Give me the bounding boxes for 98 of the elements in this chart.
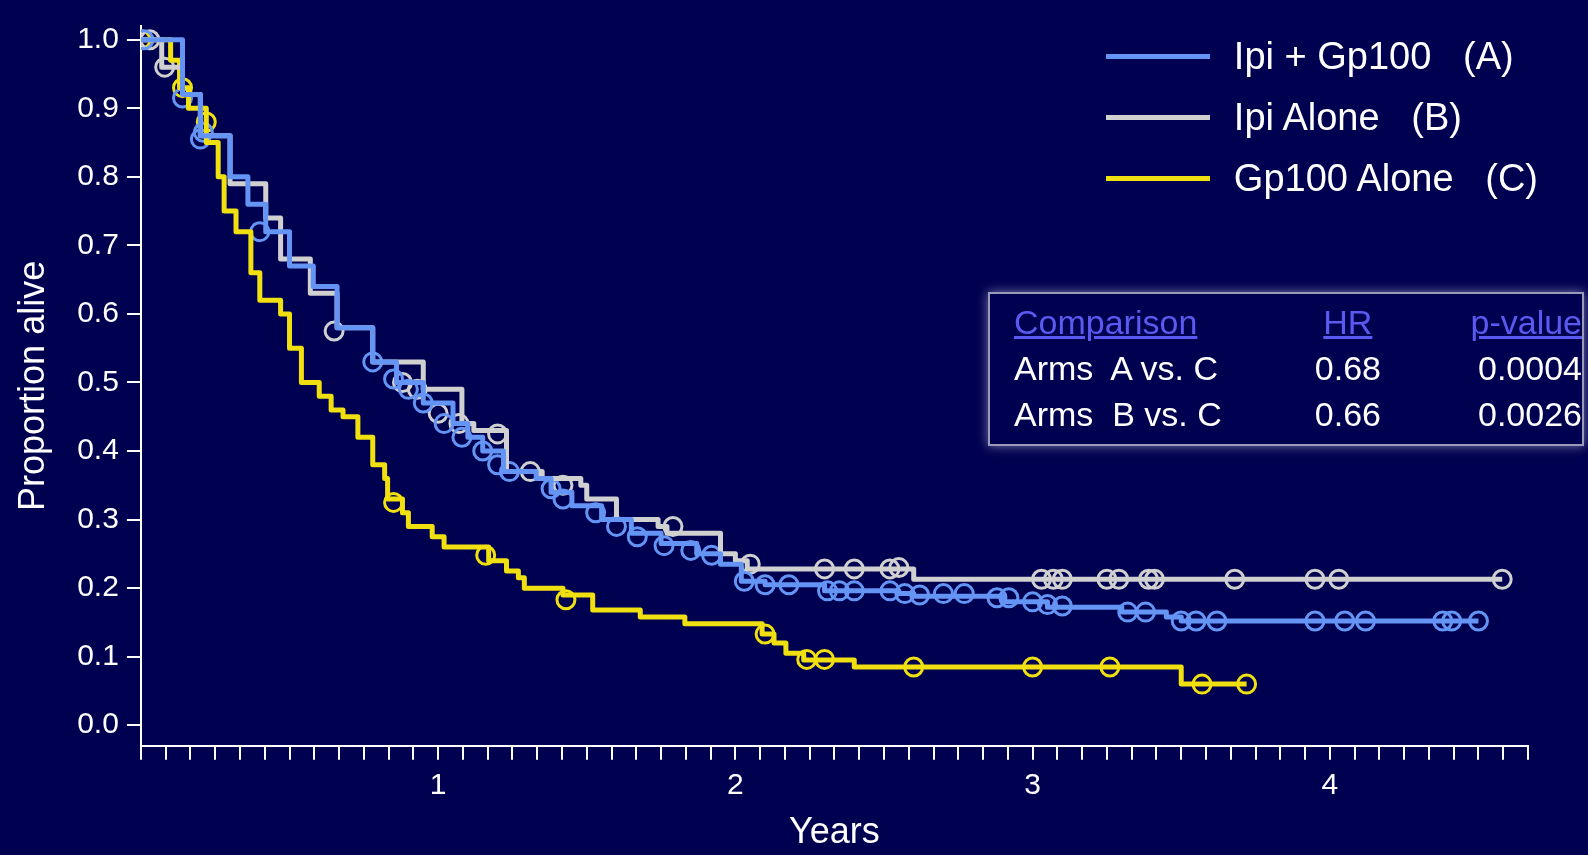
annotation: Arms B vs. C bbox=[1014, 394, 1223, 435]
x-axis-title: Years bbox=[789, 810, 880, 852]
y-tick-label: 1.0 bbox=[77, 20, 119, 54]
point bbox=[1328, 568, 1350, 590]
point bbox=[1334, 610, 1356, 632]
point bbox=[1432, 610, 1454, 632]
point bbox=[626, 526, 648, 548]
y-axis-title: Proportion alive bbox=[10, 260, 52, 511]
point bbox=[1022, 656, 1044, 678]
y-tick-label: 0.5 bbox=[77, 363, 119, 397]
point bbox=[817, 580, 839, 602]
point bbox=[754, 574, 776, 596]
point bbox=[585, 502, 607, 524]
point bbox=[1304, 610, 1326, 632]
point bbox=[1031, 568, 1053, 590]
point bbox=[1191, 673, 1213, 695]
point bbox=[451, 426, 473, 448]
point bbox=[383, 368, 405, 390]
point bbox=[397, 378, 419, 400]
x-tick-label: 3 bbox=[1024, 767, 1041, 801]
point bbox=[888, 557, 910, 579]
point bbox=[894, 583, 916, 605]
y-tick-label: 0.6 bbox=[77, 295, 119, 329]
point bbox=[843, 580, 865, 602]
point bbox=[843, 558, 865, 580]
point bbox=[879, 580, 901, 602]
point bbox=[1108, 568, 1130, 590]
point bbox=[605, 515, 627, 537]
point bbox=[1135, 601, 1157, 623]
y-tick-label: 0.8 bbox=[77, 158, 119, 192]
point bbox=[555, 589, 577, 611]
y-tick-label: 0.0 bbox=[77, 706, 119, 740]
point bbox=[1467, 610, 1489, 632]
point bbox=[1036, 594, 1058, 616]
point bbox=[778, 574, 800, 596]
annotation: 0.0004 bbox=[1477, 348, 1582, 389]
point bbox=[475, 544, 497, 566]
point bbox=[1022, 591, 1044, 613]
y-tick-label: 0.7 bbox=[77, 226, 119, 260]
point bbox=[754, 623, 776, 645]
point bbox=[653, 535, 675, 557]
point bbox=[733, 570, 755, 592]
point bbox=[1051, 568, 1073, 590]
y-tick-label: 0.1 bbox=[77, 637, 119, 671]
point bbox=[662, 515, 684, 537]
point bbox=[1206, 610, 1228, 632]
point bbox=[1170, 610, 1192, 632]
point bbox=[879, 558, 901, 580]
y-tick-label: 0.2 bbox=[77, 569, 119, 603]
point bbox=[1138, 568, 1160, 590]
point bbox=[986, 587, 1008, 609]
point bbox=[472, 440, 494, 462]
point bbox=[1441, 610, 1463, 632]
y-tick-label: 0.4 bbox=[77, 432, 119, 466]
y-tick-label: 0.3 bbox=[77, 500, 119, 534]
legend-label: Ipi Alone (B) bbox=[1233, 96, 1462, 139]
x-tick-label: 4 bbox=[1321, 767, 1339, 801]
point bbox=[433, 413, 455, 435]
point bbox=[814, 648, 836, 670]
point bbox=[828, 580, 850, 602]
y-tick-label: 0.9 bbox=[77, 89, 119, 123]
point bbox=[412, 392, 434, 414]
point bbox=[814, 558, 836, 580]
legend-label: Gp100 Alone (C) bbox=[1233, 157, 1538, 200]
annotation: 0.68 bbox=[1313, 348, 1382, 389]
point bbox=[953, 583, 975, 605]
annotation: 0.0026 bbox=[1477, 394, 1582, 435]
point bbox=[998, 587, 1020, 609]
annotation: HR bbox=[1322, 302, 1374, 343]
point bbox=[1042, 568, 1064, 590]
annotation: Arms A vs. C bbox=[1014, 348, 1220, 389]
point bbox=[498, 461, 520, 483]
point bbox=[383, 491, 405, 513]
annotation: 0.66 bbox=[1313, 394, 1382, 435]
point bbox=[1236, 673, 1258, 695]
legend-label: Ipi + Gp100 (A) bbox=[1233, 35, 1514, 78]
point bbox=[1491, 568, 1513, 590]
point bbox=[680, 539, 702, 561]
point bbox=[540, 478, 562, 500]
x-tick-label: 2 bbox=[727, 767, 744, 801]
point bbox=[1051, 595, 1073, 617]
point bbox=[932, 583, 954, 605]
point bbox=[1143, 568, 1165, 590]
point bbox=[1099, 656, 1121, 678]
point bbox=[1096, 568, 1118, 590]
annotation: Comparison bbox=[1014, 302, 1199, 343]
x-tick-label: 1 bbox=[429, 767, 447, 801]
point bbox=[1355, 610, 1376, 632]
point bbox=[1304, 568, 1326, 590]
point bbox=[1117, 601, 1139, 623]
point bbox=[796, 648, 818, 670]
point bbox=[1224, 568, 1246, 590]
point bbox=[362, 351, 384, 373]
point bbox=[903, 656, 925, 678]
point bbox=[1185, 610, 1207, 632]
annotation: p-value bbox=[1469, 302, 1582, 343]
point bbox=[909, 584, 931, 606]
point bbox=[487, 423, 509, 445]
